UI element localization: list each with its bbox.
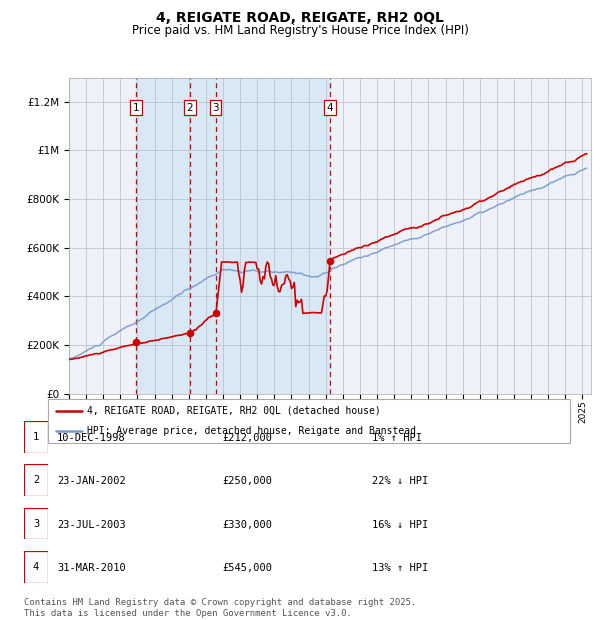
Text: 2: 2: [187, 102, 193, 113]
Text: Contains HM Land Registry data © Crown copyright and database right 2025.
This d: Contains HM Land Registry data © Crown c…: [24, 598, 416, 618]
Text: 1% ↑ HPI: 1% ↑ HPI: [372, 433, 422, 443]
Text: 1: 1: [133, 102, 139, 113]
Text: 22% ↓ HPI: 22% ↓ HPI: [372, 476, 428, 486]
Text: 31-MAR-2010: 31-MAR-2010: [57, 563, 126, 573]
Text: 1: 1: [33, 432, 39, 442]
Text: Price paid vs. HM Land Registry's House Price Index (HPI): Price paid vs. HM Land Registry's House …: [131, 24, 469, 37]
Text: £330,000: £330,000: [222, 520, 272, 529]
Text: 23-JUL-2003: 23-JUL-2003: [57, 520, 126, 529]
Text: £545,000: £545,000: [222, 563, 272, 573]
Text: £250,000: £250,000: [222, 476, 272, 486]
Text: £212,000: £212,000: [222, 433, 272, 443]
Text: 2: 2: [33, 475, 39, 485]
FancyBboxPatch shape: [24, 464, 48, 496]
Text: 16% ↓ HPI: 16% ↓ HPI: [372, 520, 428, 529]
Text: 4: 4: [326, 102, 334, 113]
FancyBboxPatch shape: [24, 421, 48, 453]
Bar: [136, 78, 330, 394]
Text: 10-DEC-1998: 10-DEC-1998: [57, 433, 126, 443]
FancyBboxPatch shape: [24, 508, 48, 539]
Text: 4, REIGATE ROAD, REIGATE, RH2 0QL: 4, REIGATE ROAD, REIGATE, RH2 0QL: [156, 11, 444, 25]
FancyBboxPatch shape: [48, 399, 570, 443]
Text: 23-JAN-2002: 23-JAN-2002: [57, 476, 126, 486]
Text: 13% ↑ HPI: 13% ↑ HPI: [372, 563, 428, 573]
FancyBboxPatch shape: [24, 551, 48, 583]
Text: 4: 4: [33, 562, 39, 572]
Text: HPI: Average price, detached house, Reigate and Banstead: HPI: Average price, detached house, Reig…: [87, 426, 416, 436]
Text: 3: 3: [212, 102, 219, 113]
Text: 3: 3: [33, 518, 39, 529]
Text: 4, REIGATE ROAD, REIGATE, RH2 0QL (detached house): 4, REIGATE ROAD, REIGATE, RH2 0QL (detac…: [87, 405, 381, 416]
